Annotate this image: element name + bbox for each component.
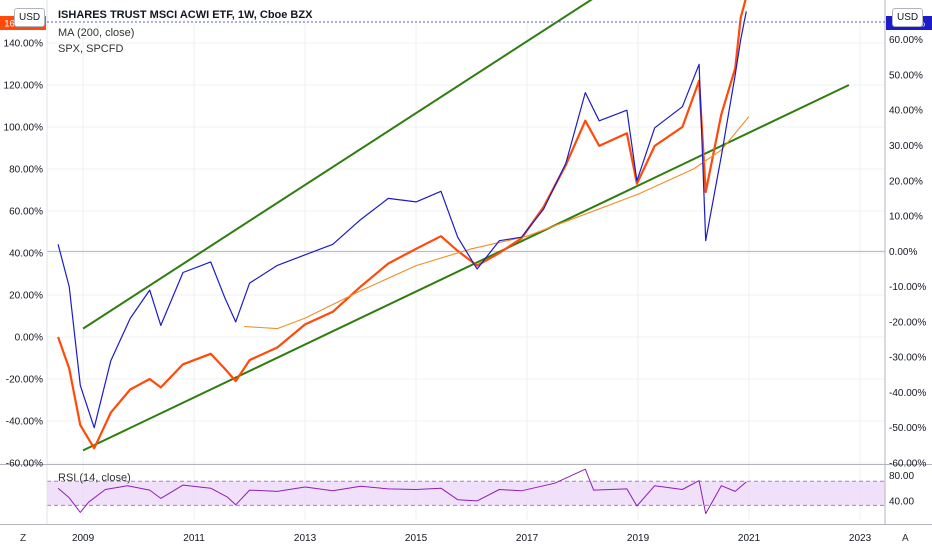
right-tick-label: -50.00% [889, 423, 926, 434]
grid-lines [47, 22, 885, 520]
axes: 161.86%67.86% [0, 0, 932, 525]
legend-spx: SPX, SPCFD [58, 43, 124, 55]
right-tick-label: -30.00% [889, 353, 926, 364]
right-tick-label: 30.00% [889, 141, 923, 152]
x-tick-label: 2015 [405, 533, 428, 544]
right-tick-label: 50.00% [889, 70, 923, 81]
left-tick-label: -40.00% [6, 417, 43, 428]
rsi-tick-label: 80.00 [889, 471, 914, 482]
spx-series [57, 11, 747, 429]
left-tick-label: 100.00% [4, 123, 44, 134]
x-tick-label: 2009 [72, 533, 95, 544]
channel-line-lower [82, 84, 850, 452]
left-tick-label: 60.00% [9, 207, 43, 218]
x-tick-label: 2013 [294, 533, 317, 544]
price-series [57, 0, 750, 515]
right-tick-label: 10.00% [889, 212, 923, 223]
trend-channel [82, 0, 850, 452]
ma-series [243, 116, 750, 330]
left-tick-label: 20.00% [9, 291, 43, 302]
x-tick-label: 2019 [627, 533, 650, 544]
left-tick-label: 80.00% [9, 165, 43, 176]
tick-labels: 2009 2011 2013 2015 2017 2019 2021 2023 140.00% 1… [4, 35, 927, 544]
left-tick-label: -60.00% [6, 459, 43, 470]
right-tick-label: -10.00% [889, 282, 926, 293]
rsi-tick-label: 40.00 [889, 496, 914, 507]
auto-scale-right-button[interactable]: A [902, 533, 909, 544]
left-tick-label: -20.00% [6, 375, 43, 386]
right-tick-label: 40.00% [889, 106, 923, 117]
x-tick-label: 2011 [183, 533, 205, 544]
rsi-band-fill [47, 481, 885, 506]
chart-title: ISHARES TRUST MSCI ACWI ETF, 1W, Cboe BZ… [58, 9, 313, 21]
currency-button-right[interactable]: USD [892, 8, 924, 27]
left-tick-label: 120.00% [4, 81, 44, 92]
rsi-band [47, 480, 885, 506]
right-tick-label: -20.00% [889, 317, 926, 328]
legend-rsi: RSI (14, close) [58, 472, 131, 484]
x-tick-label: 2021 [738, 533, 761, 544]
right-tick-label: 20.00% [889, 176, 923, 187]
x-tick-label: 2017 [516, 533, 539, 544]
rsi-series [57, 468, 747, 515]
left-tick-label: 40.00% [9, 249, 43, 260]
left-tick-label: 0.00% [15, 333, 43, 344]
right-tick-label: 60.00% [889, 35, 923, 46]
channel-line-upper [82, 0, 593, 330]
acwi-series [57, 0, 747, 450]
right-tick-label: -40.00% [889, 388, 926, 399]
right-tick-label: 0.00% [889, 247, 917, 258]
legend-ma: MA (200, close) [58, 27, 135, 39]
left-tick-label: 140.00% [4, 39, 44, 50]
right-tick-label: -60.00% [889, 459, 926, 470]
x-tick-label: 2023 [849, 533, 872, 544]
auto-scale-left-button[interactable]: Z [20, 533, 27, 544]
currency-button-left[interactable]: USD [14, 8, 46, 27]
